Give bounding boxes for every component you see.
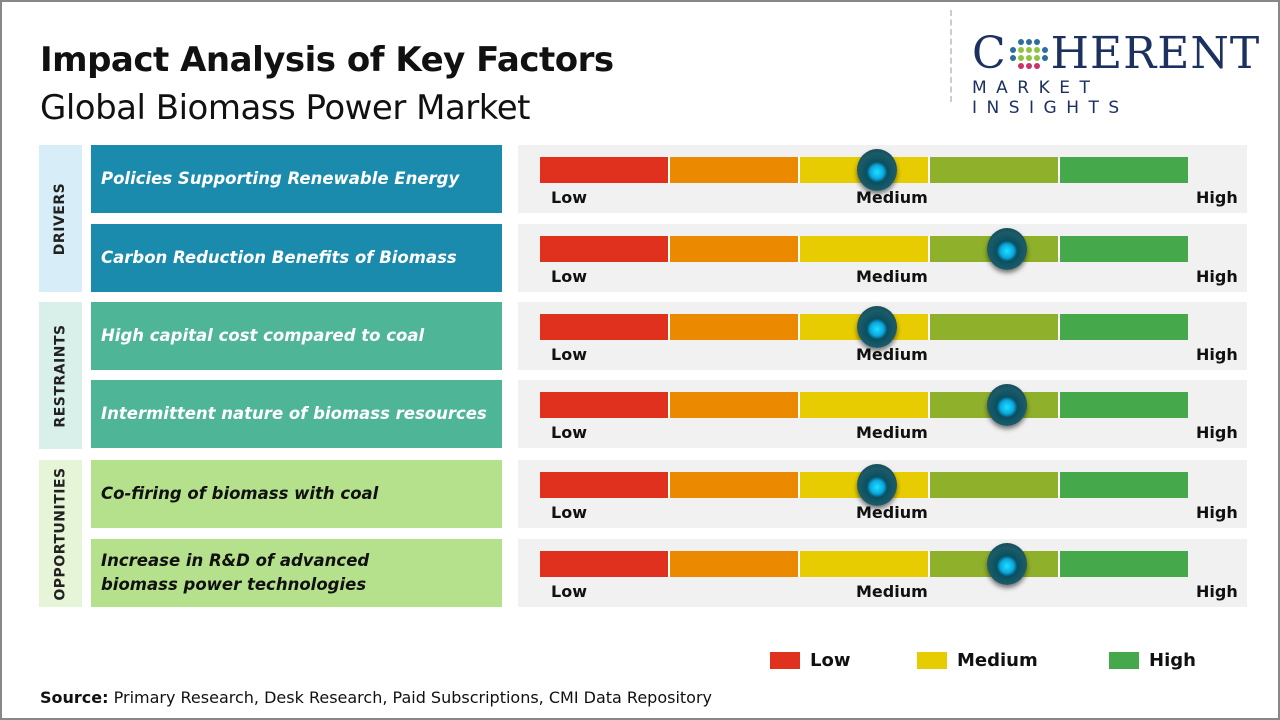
category-restraints: RESTRAINTS <box>39 302 82 449</box>
high-label: High <box>1196 267 1238 286</box>
legend-swatch <box>917 652 947 669</box>
medium-label: Medium <box>856 345 928 364</box>
factor-label: Carbon Reduction Benefits of Biomass <box>91 224 502 292</box>
gauge-segment <box>1060 236 1188 262</box>
gauge-segment <box>670 314 800 340</box>
legend-medium: Medium <box>917 650 1038 671</box>
medium-label: Medium <box>856 503 928 522</box>
gauge-segment <box>1060 314 1188 340</box>
legend-swatch <box>770 652 800 669</box>
source-note: Source: Primary Research, Desk Research,… <box>40 688 712 707</box>
legend-low: Low <box>770 650 850 671</box>
category-drivers: DRIVERS <box>39 145 82 292</box>
low-label: Low <box>551 267 587 286</box>
factor-label: Intermittent nature of biomass resources <box>91 380 502 448</box>
gauge-segment <box>540 551 670 577</box>
high-label: High <box>1196 345 1238 364</box>
impact-gauge: Low Medium High <box>518 460 1247 528</box>
gauge-segment <box>800 236 930 262</box>
gauge-scale <box>540 314 1188 340</box>
factor-label: Policies Supporting Renewable Energy <box>91 145 502 213</box>
low-label: Low <box>551 423 587 442</box>
gauge-segment <box>930 472 1060 498</box>
gauge-indicator-knob <box>856 306 897 348</box>
gauge-segment <box>540 157 670 183</box>
gauge-segment <box>1060 157 1188 183</box>
gauge-indicator-knob <box>986 543 1027 585</box>
gauge-scale <box>540 236 1188 262</box>
high-label: High <box>1196 423 1238 442</box>
low-label: Low <box>551 582 587 601</box>
medium-label: Medium <box>856 582 928 601</box>
gauge-segment <box>930 314 1060 340</box>
impact-gauge: Low Medium High <box>518 224 1247 292</box>
gauge-segment <box>1060 551 1188 577</box>
high-label: High <box>1196 503 1238 522</box>
low-label: Low <box>551 503 587 522</box>
gauge-indicator-knob <box>986 228 1027 270</box>
gauge-scale <box>540 551 1188 577</box>
gauge-indicator-knob <box>856 149 897 191</box>
high-label: High <box>1196 582 1238 601</box>
logo-globe-icon <box>1009 39 1048 69</box>
factor-label: Increase in R&D of advanced biomass powe… <box>91 539 502 607</box>
gauge-scale <box>540 157 1188 183</box>
logo-letter: C <box>972 28 1007 79</box>
gauge-segment <box>670 236 800 262</box>
gauge-segment <box>800 551 930 577</box>
impact-gauge: Low Medium High <box>518 145 1247 213</box>
gauge-indicator-knob <box>856 464 897 506</box>
gauge-segment <box>540 472 670 498</box>
page-title: Impact Analysis of Key Factors <box>40 40 614 80</box>
low-label: Low <box>551 188 587 207</box>
gauge-segment <box>540 314 670 340</box>
gauge-segment <box>800 392 930 418</box>
gauge-segment <box>670 392 800 418</box>
legend-swatch <box>1109 652 1139 669</box>
gauge-segment <box>930 157 1060 183</box>
logo-subtitle: MARKET INSIGHTS <box>972 78 1129 118</box>
gauge-segment <box>670 472 800 498</box>
logo: C HERENT MARKET INSIGHTS <box>972 28 1262 119</box>
impact-gauge: Low Medium High <box>518 380 1247 448</box>
medium-label: Medium <box>856 423 928 442</box>
logo-text: HERENT <box>1050 28 1261 79</box>
category-opportunities: OPPORTUNITIES <box>39 460 82 607</box>
factor-label: High capital cost compared to coal <box>91 302 502 370</box>
page-subtitle: Global Biomass Power Market <box>40 88 531 128</box>
gauge-segment <box>1060 472 1188 498</box>
gauge-indicator-knob <box>986 384 1027 426</box>
medium-label: Medium <box>856 188 928 207</box>
factor-label: Co-firing of biomass with coal <box>91 460 502 528</box>
legend-high: High <box>1109 650 1196 671</box>
gauge-segment <box>540 236 670 262</box>
gauge-segment <box>670 157 800 183</box>
high-label: High <box>1196 188 1238 207</box>
impact-gauge: Low Medium High <box>518 539 1247 607</box>
low-label: Low <box>551 345 587 364</box>
gauge-segment <box>540 392 670 418</box>
gauge-scale <box>540 392 1188 418</box>
gauge-segment <box>670 551 800 577</box>
gauge-segment <box>1060 392 1188 418</box>
divider <box>950 10 952 102</box>
impact-gauge: Low Medium High <box>518 302 1247 370</box>
medium-label: Medium <box>856 267 928 286</box>
